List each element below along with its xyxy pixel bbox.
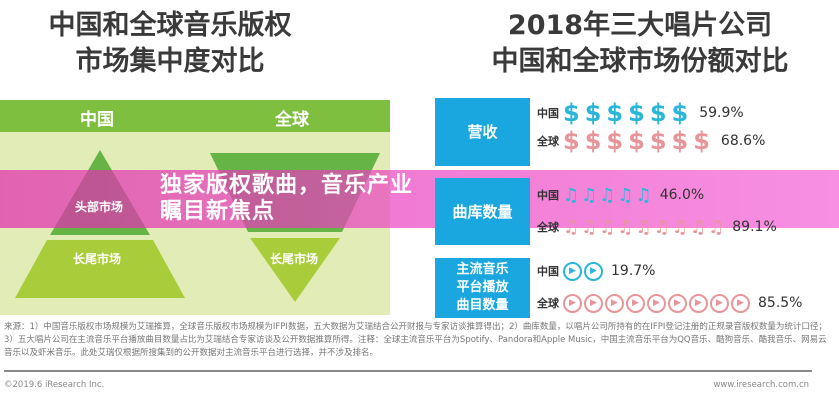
global-tail-label: 长尾市场 [270,252,319,266]
share-value: 68.6% [720,133,766,149]
play-icon: ▶ [710,293,729,313]
headline-banner: 独家版权歌曲，音乐产业瞩目新焦点 [0,170,839,228]
global-row-dollar: 全球 $ $ $ $ $ $ $68.6% [537,127,766,155]
music-note-icon: ♫ [689,216,707,238]
region-label: 全球 [537,297,559,310]
region-label: 中国 [537,265,559,278]
global-row-note: 全球 ♫ ♫ ♫ ♫ ♫ ♫ ♫ ♫ ♫ 89.1% [537,214,777,240]
china-tail-label: 长尾市场 [73,252,122,266]
music-note-icon: ♫ [635,216,652,238]
dollar-icon: $ [649,127,667,155]
music-note-icon: ♫ [708,216,725,238]
music-note-icon: ♫ [635,184,652,206]
play-icon: ▶ [584,293,603,313]
dollar-icon: $ [606,99,624,127]
global-tail-segment [250,238,340,302]
china-header: 中国 [80,110,114,130]
music-note-icon: ♫ [563,184,580,206]
source-notes: 来源：1）中国音乐版权市场规模为艾瑞推算，全球音乐版权市场规模为IFPI数据，五… [4,322,827,358]
play-icon: ▶ [584,261,603,281]
play-icon: ▶ [689,293,708,313]
category-catalog: 曲库数量 [435,178,530,245]
music-note-icon: ♫ [617,216,634,238]
play-icon: ▶ [626,293,645,313]
category-plays: 主流音乐 平台播放 曲目数量 [435,258,530,318]
region-label: 中国 [537,107,559,120]
dollar-icon: $ [563,99,580,127]
music-note-icon: ♫ [653,216,670,238]
region-label: 中国 [537,189,559,202]
music-note-icon: ♫ [563,216,580,238]
china-tail-segment [15,240,185,298]
dollar-icon: $ [693,127,710,155]
music-note-icon: ♫ [581,184,598,206]
share-value: 46.0% [659,187,705,203]
dollar-icon: $ [563,127,580,155]
play-icon: ▶ [731,293,750,313]
website: www.iresearch.com.cn [713,380,809,390]
music-note-icon: ♫ [581,216,598,238]
music-note-icon: ♫ [599,216,616,238]
music-note-icon: ♫ [599,184,616,206]
panel-header: 中国 全球 [0,100,390,132]
divider [4,370,812,372]
global-row-play: 全球 ▶ ▶ ▶ ▶ ▶ ▶ ▶ ▶ ▶ 85.5% [537,290,802,316]
play-icon: ▶ [563,293,582,313]
right-title: 2018年三大唱片公司 中国和全球市场份额对比 [491,10,789,77]
play-icon: ▶ [647,293,666,313]
copyright: ©2019.6 iResearch Inc. [4,380,105,390]
play-icon: ▶ [563,261,582,281]
music-note-icon: ♫ [671,216,688,238]
china-head-label: 头部市场 [75,200,124,214]
headline-text: 独家版权歌曲，音乐产业瞩目新焦点 [160,173,414,224]
region-label: 全球 [537,135,559,148]
dollar-icon: $ [628,99,645,127]
play-icon: ▶ [605,293,624,313]
share-value: 89.1% [732,219,777,235]
play-icon: ▶ [668,293,687,313]
dollar-icon: $ [584,127,602,155]
china-row-note: 中国 ♫ ♫ ♫ ♫ ♫ 46.0% [537,182,704,208]
dollar-icon: $ [649,99,667,127]
left-title: 中国和全球音乐版权 市场集中度对比 [48,10,292,77]
china-row-play: 中国 ▶ ▶ 19.7% [537,258,655,284]
share-value: 85.5% [758,295,803,311]
share-value: 59.9% [699,105,744,121]
dollar-icon: $ [671,127,689,155]
share-value: 19.7% [611,263,656,279]
category-revenue: 营收 [435,98,530,166]
music-note-icon: ♫ [617,184,634,206]
dollar-icon: $ [628,127,645,155]
china-row-dollar: 中国 $ $ $ $ $ $59.9% [537,99,744,127]
region-label: 全球 [537,221,559,234]
dollar-icon: $ [671,99,689,127]
global-header: 全球 [275,110,309,130]
dollar-icon: $ [606,127,624,155]
dollar-icon: $ [584,99,602,127]
